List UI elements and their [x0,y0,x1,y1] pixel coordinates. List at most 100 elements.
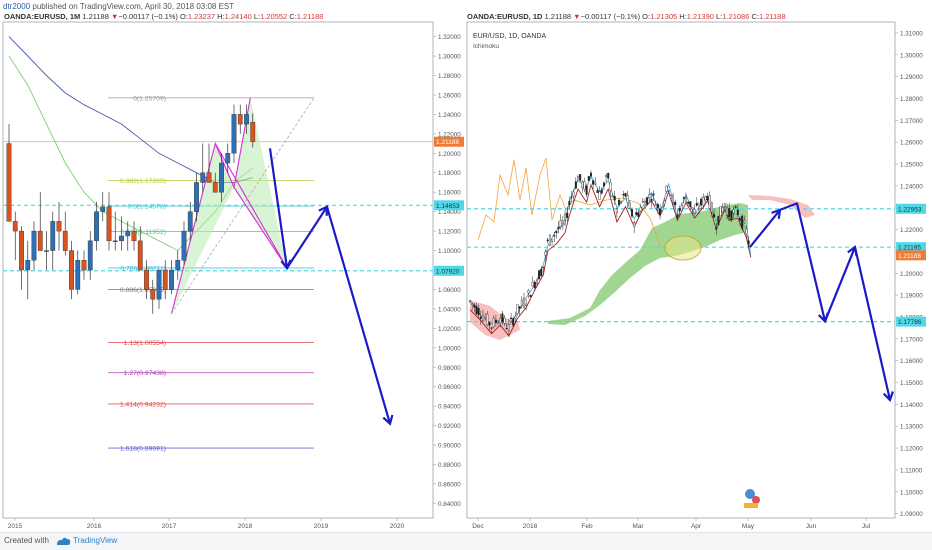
arrow-head [382,414,394,426]
left-level-tag-bg [434,200,464,211]
daily-candle-body [669,195,672,199]
right-level-tag-bg [896,316,926,327]
candle-body [94,211,99,242]
daily-candle-body [615,208,618,214]
candle-body [244,114,249,125]
fib-level-label: 0.886(1.05985) [120,287,166,294]
daily-candle-body [695,203,698,206]
candle-body [250,121,256,142]
daily-candle-body [531,281,534,287]
ichimoku-cloud-bullish [548,203,748,325]
daily-candle-body [739,218,742,221]
candle-body [225,153,231,164]
right-y-tick-label: 1.30000 [900,52,923,59]
left-y-tick-label: 0.86000 [438,481,461,488]
daily-candle-body [708,195,711,209]
daily-candle-body [561,220,564,224]
right-y-tick-label: 1.17000 [900,336,923,343]
daily-candle-body [510,317,513,320]
event-flag-icon [744,503,758,508]
left-y-tick-label: 1.20000 [438,151,461,158]
candle-body [212,182,218,193]
arrow-head [847,245,858,257]
daily-candle-body [650,198,653,202]
left-x-tick-label: 2020 [390,523,405,530]
daily-candle-body [592,180,595,185]
daily-candle-body [682,197,685,199]
left-y-tick-label: 1.06000 [438,287,461,294]
arrow-head [280,259,292,271]
candle-body [75,260,81,290]
daily-candle-body [652,193,655,196]
daily-candle-body [577,176,580,182]
daily-candle-body [607,172,610,179]
daily-candle-body [633,222,636,227]
event-flag-icon [752,496,760,504]
right-level-tag-bg [896,242,926,253]
left-x-tick-label: 2015 [8,523,23,530]
candle-body [25,260,31,271]
tradingview-brand[interactable]: TradingView [73,536,118,545]
left-current-price-tag-bg [434,136,464,147]
daily-candle-body [501,313,504,323]
daily-candle-body [497,322,500,325]
daily-candle-body [471,303,474,305]
charts-canvas: OANDA:EURUSD, 1M 1.21188 ▼−0.00117 (−0.1… [2,12,926,530]
arrow-head [318,205,329,216]
daily-candle-body [585,185,588,195]
pattern-trend-dashed [171,97,315,314]
daily-candle-body [637,212,640,217]
daily-candle-body [605,175,608,177]
daily-candle-body [557,226,560,230]
daily-candle-body [546,239,549,242]
daily-candle-body [514,315,517,319]
daily-candle-body [538,270,541,280]
daily-candle-body [732,209,735,214]
daily-candle-body [484,316,487,320]
daily-candle-body [661,207,664,211]
daily-candle-body [490,327,493,329]
daily-candle-body [475,305,478,314]
candle-body [175,260,181,271]
right-y-tick-label: 1.11000 [900,467,923,474]
left-y-tick-label: 1.12000 [438,229,461,236]
daily-candle-body [477,307,480,316]
left-y-tick-label: 1.24000 [438,112,461,119]
right-legend-symbol: EUR/USD, 1D, OANDA [473,33,546,40]
right-y-tick-label: 1.13000 [900,424,923,431]
candle-body [56,221,62,232]
daily-candle-body [741,215,744,229]
author-link[interactable]: dtr2000 [3,2,31,11]
right-y-tick-label: 1.20000 [900,271,923,278]
daily-candle-body [717,215,720,225]
daily-candle-body [548,234,551,246]
fib-level-label: 1.13(1.00554) [124,340,166,347]
daily-candle-body [715,227,718,230]
candle-body [162,269,168,290]
daily-candle-body [667,190,670,192]
harmonic-pattern-line [170,97,251,314]
daily-candle-body [544,251,547,256]
pattern-bcd-fill [234,97,287,269]
left-current-price-tag: 1.21188 [436,139,459,146]
daily-candle-body [643,201,646,208]
daily-candle-body [659,208,662,215]
daily-candle-body [481,315,484,321]
left-chart-monthly[interactable]: OANDA:EURUSD, 1M 1.21188 ▼−0.00117 (−0.1… [2,12,464,530]
candle-body [206,172,212,183]
left-x-tick-label: 2016 [87,523,102,530]
right-y-tick-label: 1.14000 [900,402,923,409]
right-y-tick-label: 1.09000 [900,511,923,518]
right-y-tick-label: 1.15000 [900,380,923,387]
right-x-tick-label: 2018 [523,523,538,530]
economic-event-icon[interactable] [744,489,760,508]
right-chart-daily[interactable]: OANDA:EURUSD, 1D 1.21188 ▼−0.00117 (−0.1… [466,12,926,530]
daily-candle-body [581,181,584,189]
daily-candle-body [488,322,491,326]
right-y-tick-label: 1.29000 [900,74,923,81]
fib-level-label: 1.618(0.89691) [120,446,166,453]
daily-candle-body [559,219,562,228]
candle-body [37,230,43,251]
left-plot-frame [2,21,434,519]
daily-candle-body [618,199,621,205]
